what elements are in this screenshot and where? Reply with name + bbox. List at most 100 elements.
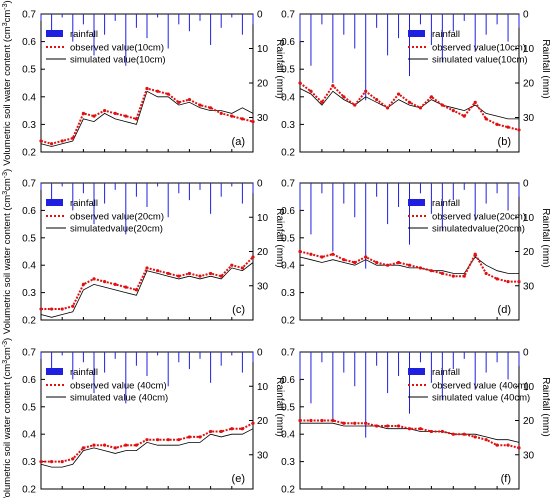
observed-point <box>440 271 444 276</box>
legend: rainfall observed value(20cm)simulatedval… <box>46 198 164 235</box>
observed-point <box>187 435 191 439</box>
observed-point <box>92 114 96 118</box>
observed-point <box>364 255 368 259</box>
y-tick-label: 0.3 <box>22 457 36 468</box>
observed-point <box>240 266 244 270</box>
y-tick-label: 0.7 <box>281 10 295 21</box>
chart-panel-1: 0.2 0.3 0.4 0.5 0.6 0.7 0 10 20 30 rainfall observe… <box>2 0 286 165</box>
rain-tick-label: 30 <box>523 281 535 292</box>
legend-simulated-label: simulated value(10cm) <box>70 55 166 66</box>
panel-label: (b) <box>498 136 511 148</box>
observed-point <box>495 443 499 447</box>
chart-panel-2: 0.2 0.3 0.4 0.5 0.6 0.7 0 10 20 30 rainfall observe… <box>281 10 550 159</box>
observed-point <box>50 460 54 464</box>
chart-panel-3: 0.2 0.3 0.4 0.5 0.6 0.7 0 10 20 30 rainfall observe… <box>2 169 286 334</box>
rain-tick-label: 10 <box>523 44 535 55</box>
observed-point <box>230 427 234 431</box>
rainfall-axis-title: Rainfall (mm) <box>540 39 550 98</box>
y-tick-label: 0.2 <box>22 485 36 496</box>
observed-point <box>251 255 255 259</box>
observed-point <box>298 249 302 254</box>
y-tick-label: 0.5 <box>22 65 36 76</box>
observed-point <box>124 114 128 118</box>
observed-point <box>198 274 202 278</box>
y-tick-label: 0.2 <box>22 316 36 327</box>
rain-tick-label: 20 <box>523 79 535 90</box>
observed-point <box>342 421 346 425</box>
observed-point <box>81 446 85 450</box>
rain-tick-label: 20 <box>257 79 269 90</box>
observed-point <box>113 282 117 286</box>
y-tick-label: 0.6 <box>22 206 36 217</box>
rain-tick-label: 10 <box>257 44 269 55</box>
rain-tick-label: 30 <box>257 450 269 461</box>
observed-point <box>209 429 213 434</box>
y-tick-label: 0.6 <box>281 206 295 217</box>
y-tick-label: 0.7 <box>281 179 295 190</box>
observed-point <box>331 252 335 256</box>
observed-point <box>103 443 107 447</box>
y-tick-label: 0.3 <box>22 288 36 299</box>
observed-point <box>517 280 521 284</box>
observed-point <box>484 271 488 276</box>
legend-rainfall-label: rainfall <box>70 198 98 209</box>
observed-point <box>309 89 313 93</box>
observed-point <box>386 263 390 267</box>
series-observed-line <box>300 419 520 449</box>
observed-point <box>166 438 170 442</box>
observed-point <box>396 424 401 428</box>
observed-point <box>60 307 64 311</box>
observed-point <box>473 435 477 439</box>
observed-point <box>418 427 423 431</box>
observed-point <box>156 269 160 273</box>
rain-tick-label: 0 <box>523 348 529 359</box>
rainfall-axis-title: Rainfall (mm) <box>274 208 285 267</box>
observed-point <box>156 89 160 93</box>
observed-point <box>71 304 75 308</box>
observed-point <box>39 307 43 311</box>
y-tick-label: 0.4 <box>22 261 36 272</box>
observed-point <box>407 263 412 267</box>
observed-point <box>219 429 223 434</box>
observed-point <box>81 282 85 286</box>
observed-point <box>103 109 107 113</box>
legend-rainfall-label: rainfall <box>432 367 460 378</box>
legend-simulated-label: simulatedvalue(20cm) <box>70 224 163 235</box>
observed-point <box>495 122 499 126</box>
rain-tick-label: 10 <box>523 382 535 393</box>
observed-point <box>60 139 64 143</box>
legend-rainfall-swatch <box>46 30 63 37</box>
observed-point <box>39 139 43 143</box>
observed-point <box>506 443 510 447</box>
rainfall-axis-title: Rainfall (mm) <box>540 208 550 267</box>
observed-point <box>484 117 488 121</box>
observed-point <box>331 84 335 88</box>
observed-point <box>320 100 324 104</box>
observed-point <box>209 271 213 276</box>
observed-point <box>429 269 433 273</box>
legend-rainfall-swatch <box>408 368 425 375</box>
observed-point <box>39 460 43 464</box>
y-tick-label: 0.6 <box>22 375 36 386</box>
panel-label: (f) <box>501 473 511 485</box>
series-observed-line <box>299 82 520 131</box>
y-tick-label: 0.7 <box>22 10 36 21</box>
observed-point <box>103 280 107 284</box>
legend-simulated-label: simulated value (40cm) <box>432 393 530 404</box>
series-simulated-line <box>40 428 254 468</box>
y-tick-label: 0.3 <box>281 288 295 299</box>
observed-point <box>506 125 510 129</box>
series-observed-line <box>40 87 254 145</box>
observed-point <box>71 457 75 461</box>
rainfall-axis-title: Rainfall (mm) <box>540 377 550 436</box>
observed-point <box>364 89 368 93</box>
observed-point <box>495 277 499 281</box>
observed-point <box>517 128 521 132</box>
panel-label: (c) <box>232 304 245 316</box>
rain-tick-label: 20 <box>523 416 535 427</box>
observed-point <box>134 117 138 121</box>
observed-point <box>145 86 149 91</box>
panel-label: (a) <box>232 136 245 148</box>
rainfall-axis-title: Rainfall (mm) <box>274 377 285 436</box>
chart-panel-4: 0.2 0.3 0.4 0.5 0.6 0.7 0 10 20 30 rainfall observe… <box>281 179 550 327</box>
